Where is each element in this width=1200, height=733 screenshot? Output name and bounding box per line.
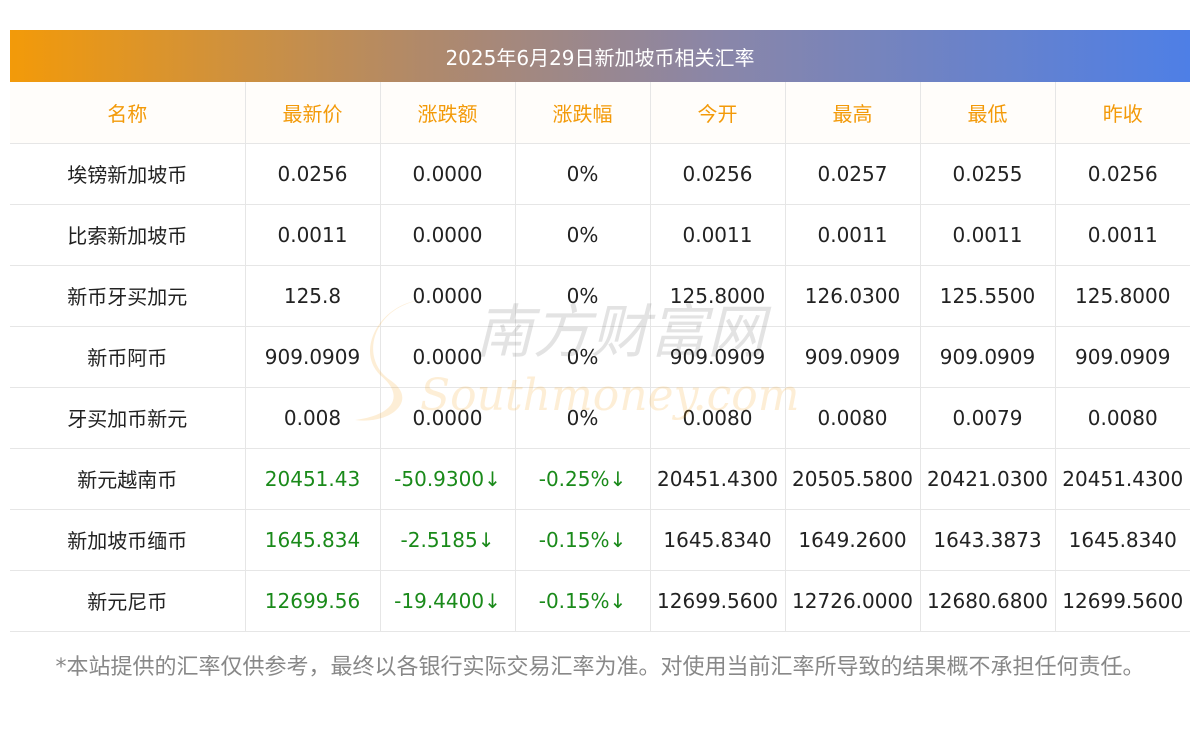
cell-open: 1645.8340 xyxy=(650,509,786,571)
cell-change-pct: 0% xyxy=(515,204,651,266)
table-header-row: 名称 最新价 涨跌额 涨跌幅 今开 最高 最低 昨收 xyxy=(10,82,1190,144)
cell-name: 埃镑新加坡币 xyxy=(10,143,246,205)
disclaimer-footnote: *本站提供的汇率仅供参考，最终以各银行实际交易汇率为准。对使用当前汇率所导致的结… xyxy=(55,655,1145,680)
table-row: 新元尼币 12699.56 -19.4400↓ -0.15%↓ 12699.56… xyxy=(10,570,1190,632)
cell-high: 1649.2600 xyxy=(785,509,921,571)
table-row: 牙买加币新元 0.008 0.0000 0% 0.0080 0.0080 0.0… xyxy=(10,387,1190,449)
cell-low: 909.0909 xyxy=(920,326,1056,388)
cell-name: 比索新加坡币 xyxy=(10,204,246,266)
cell-change: -19.4400↓ xyxy=(380,570,516,632)
table-row: 比索新加坡币 0.0011 0.0000 0% 0.0011 0.0011 0.… xyxy=(10,204,1190,266)
table-title: 2025年6月29日新加坡币相关汇率 xyxy=(10,30,1190,82)
cell-change: 0.0000 xyxy=(380,265,516,327)
cell-name: 新元尼币 xyxy=(10,570,246,632)
table-row: 新加坡币缅币 1645.834 -2.5185↓ -0.15%↓ 1645.83… xyxy=(10,509,1190,571)
cell-latest: 0.0256 xyxy=(245,143,381,205)
cell-prev-close: 12699.5600 xyxy=(1055,570,1190,632)
cell-low: 0.0079 xyxy=(920,387,1056,449)
cell-latest: 20451.43 xyxy=(245,448,381,510)
cell-name: 新元越南币 xyxy=(10,448,246,510)
cell-change: 0.0000 xyxy=(380,143,516,205)
cell-open: 20451.4300 xyxy=(650,448,786,510)
header-prev-close: 昨收 xyxy=(1055,82,1190,144)
header-high: 最高 xyxy=(785,82,921,144)
cell-high: 20505.5800 xyxy=(785,448,921,510)
cell-latest: 125.8 xyxy=(245,265,381,327)
cell-high: 12726.0000 xyxy=(785,570,921,632)
cell-open: 0.0011 xyxy=(650,204,786,266)
cell-prev-close: 0.0256 xyxy=(1055,143,1190,205)
cell-low: 0.0255 xyxy=(920,143,1056,205)
table-row: 新元越南币 20451.43 -50.9300↓ -0.25%↓ 20451.4… xyxy=(10,448,1190,510)
cell-low: 12680.6800 xyxy=(920,570,1056,632)
cell-latest: 909.0909 xyxy=(245,326,381,388)
cell-high: 0.0257 xyxy=(785,143,921,205)
cell-prev-close: 0.0080 xyxy=(1055,387,1190,449)
header-latest: 最新价 xyxy=(245,82,381,144)
cell-change: -50.9300↓ xyxy=(380,448,516,510)
cell-low: 20421.0300 xyxy=(920,448,1056,510)
cell-prev-close: 1645.8340 xyxy=(1055,509,1190,571)
cell-change-pct: 0% xyxy=(515,143,651,205)
cell-name: 新加坡币缅币 xyxy=(10,509,246,571)
cell-change: -2.5185↓ xyxy=(380,509,516,571)
cell-change: 0.0000 xyxy=(380,326,516,388)
cell-change-pct: -0.25%↓ xyxy=(515,448,651,510)
cell-low: 0.0011 xyxy=(920,204,1056,266)
cell-open: 125.8000 xyxy=(650,265,786,327)
cell-change: 0.0000 xyxy=(380,387,516,449)
cell-low: 125.5500 xyxy=(920,265,1056,327)
cell-latest: 0.0011 xyxy=(245,204,381,266)
cell-prev-close: 20451.4300 xyxy=(1055,448,1190,510)
cell-prev-close: 125.8000 xyxy=(1055,265,1190,327)
rate-panel: 2025年6月29日新加坡币相关汇率 名称 最新价 涨跌额 涨跌幅 今开 最高 … xyxy=(10,30,1190,632)
table-row: 埃镑新加坡币 0.0256 0.0000 0% 0.0256 0.0257 0.… xyxy=(10,143,1190,205)
table-row: 新币牙买加元 125.8 0.0000 0% 125.8000 126.0300… xyxy=(10,265,1190,327)
cell-latest: 1645.834 xyxy=(245,509,381,571)
header-low: 最低 xyxy=(920,82,1056,144)
cell-open: 12699.5600 xyxy=(650,570,786,632)
cell-low: 1643.3873 xyxy=(920,509,1056,571)
cell-change: 0.0000 xyxy=(380,204,516,266)
cell-prev-close: 0.0011 xyxy=(1055,204,1190,266)
cell-prev-close: 909.0909 xyxy=(1055,326,1190,388)
cell-open: 0.0256 xyxy=(650,143,786,205)
header-open: 今开 xyxy=(650,82,786,144)
cell-open: 909.0909 xyxy=(650,326,786,388)
cell-change-pct: 0% xyxy=(515,265,651,327)
cell-change-pct: -0.15%↓ xyxy=(515,509,651,571)
header-name: 名称 xyxy=(10,82,246,144)
cell-name: 牙买加币新元 xyxy=(10,387,246,449)
header-change-pct: 涨跌幅 xyxy=(515,82,651,144)
cell-high: 909.0909 xyxy=(785,326,921,388)
cell-change-pct: -0.15%↓ xyxy=(515,570,651,632)
table-row: 新币阿币 909.0909 0.0000 0% 909.0909 909.090… xyxy=(10,326,1190,388)
cell-high: 0.0080 xyxy=(785,387,921,449)
header-change: 涨跌额 xyxy=(380,82,516,144)
cell-name: 新币牙买加元 xyxy=(10,265,246,327)
cell-change-pct: 0% xyxy=(515,387,651,449)
cell-name: 新币阿币 xyxy=(10,326,246,388)
cell-latest: 12699.56 xyxy=(245,570,381,632)
exchange-rate-table: 名称 最新价 涨跌额 涨跌幅 今开 最高 最低 昨收 埃镑新加坡币 0.0256… xyxy=(10,82,1190,632)
cell-open: 0.0080 xyxy=(650,387,786,449)
cell-high: 126.0300 xyxy=(785,265,921,327)
cell-high: 0.0011 xyxy=(785,204,921,266)
cell-latest: 0.008 xyxy=(245,387,381,449)
cell-change-pct: 0% xyxy=(515,326,651,388)
